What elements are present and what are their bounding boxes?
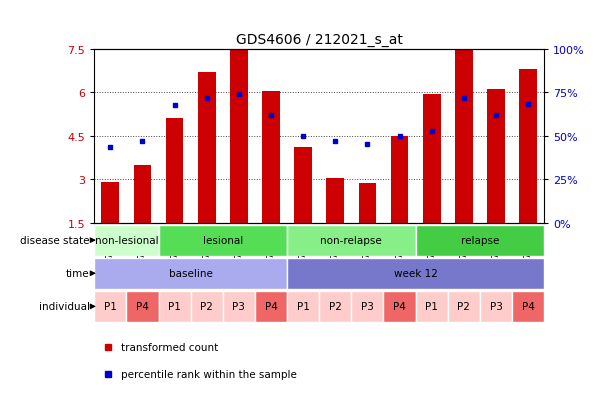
Bar — [191, 291, 223, 322]
Bar — [198, 73, 216, 223]
Bar — [166, 119, 184, 223]
Bar — [223, 291, 255, 322]
Bar — [416, 291, 447, 322]
Bar — [287, 291, 319, 322]
Bar — [287, 258, 544, 289]
Bar — [326, 178, 344, 223]
Text: relapse: relapse — [461, 235, 499, 246]
Text: P1: P1 — [297, 301, 309, 312]
Bar — [455, 50, 472, 223]
Bar — [351, 291, 384, 322]
Text: disease state: disease state — [20, 235, 90, 246]
Bar — [423, 95, 441, 223]
Text: non-lesional: non-lesional — [95, 235, 158, 246]
Text: transformed count: transformed count — [121, 342, 218, 352]
Bar — [487, 90, 505, 223]
Bar — [94, 258, 287, 289]
Bar — [480, 291, 512, 322]
Bar — [134, 165, 151, 223]
Text: P1: P1 — [425, 301, 438, 312]
Bar — [102, 183, 119, 223]
Text: percentile rank within the sample: percentile rank within the sample — [121, 369, 297, 379]
Text: P2: P2 — [457, 301, 470, 312]
Bar — [159, 225, 287, 256]
Bar — [359, 184, 376, 223]
Text: individual: individual — [39, 301, 90, 312]
Bar — [384, 291, 416, 322]
Bar — [319, 291, 351, 322]
Bar — [126, 291, 159, 322]
Bar — [294, 148, 312, 223]
Text: P4: P4 — [522, 301, 534, 312]
Bar — [230, 50, 247, 223]
Bar — [519, 70, 537, 223]
Text: time: time — [66, 268, 90, 279]
Text: P3: P3 — [232, 301, 245, 312]
Text: P2: P2 — [329, 301, 342, 312]
Bar — [391, 136, 409, 223]
Bar — [262, 92, 280, 223]
Text: P3: P3 — [489, 301, 502, 312]
Bar — [94, 225, 159, 256]
Bar — [255, 291, 287, 322]
Bar — [416, 225, 544, 256]
Text: baseline: baseline — [168, 268, 213, 279]
Text: non-relapse: non-relapse — [320, 235, 382, 246]
Bar — [159, 291, 191, 322]
Bar — [94, 291, 126, 322]
Bar — [447, 291, 480, 322]
Bar — [287, 225, 416, 256]
Text: week 12: week 12 — [393, 268, 438, 279]
Text: lesional: lesional — [202, 235, 243, 246]
Title: GDS4606 / 212021_s_at: GDS4606 / 212021_s_at — [236, 33, 402, 47]
Text: P4: P4 — [136, 301, 149, 312]
Text: P1: P1 — [168, 301, 181, 312]
Text: P1: P1 — [104, 301, 117, 312]
Text: P4: P4 — [264, 301, 277, 312]
Bar — [512, 291, 544, 322]
Text: P2: P2 — [200, 301, 213, 312]
Text: P4: P4 — [393, 301, 406, 312]
Text: P3: P3 — [361, 301, 374, 312]
